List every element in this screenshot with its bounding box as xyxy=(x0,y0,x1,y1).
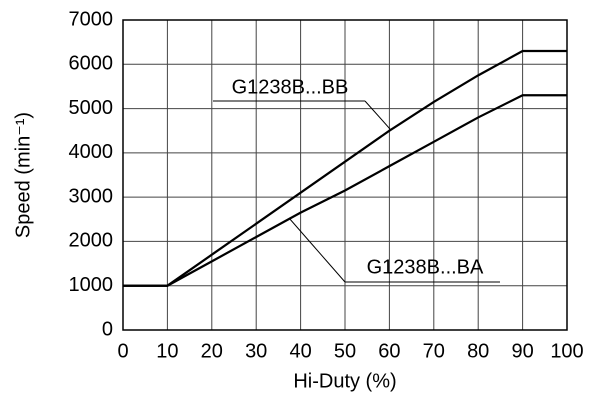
series-line xyxy=(123,49,567,287)
x-tick-label: 70 xyxy=(423,340,445,362)
x-tick-label: 80 xyxy=(467,340,489,362)
y-axis-title: Speed (min⁻¹) xyxy=(12,112,34,238)
plot-frame xyxy=(122,19,568,331)
y-tick-label: 2000 xyxy=(69,230,114,252)
x-tick-label: 90 xyxy=(511,340,533,362)
x-tick-label: 50 xyxy=(334,340,356,362)
y-tick-label: 3000 xyxy=(69,185,114,207)
y-tick-label: 4000 xyxy=(69,141,114,163)
x-tick-label: 100 xyxy=(550,340,583,362)
y-tick-label: 1000 xyxy=(69,274,114,296)
x-tick-label: 60 xyxy=(378,340,400,362)
y-tick-label: 7000 xyxy=(69,8,114,30)
x-tick-label: 10 xyxy=(156,340,178,362)
series-label: G1238B...BA xyxy=(367,256,484,278)
x-tick-label: 40 xyxy=(289,340,311,362)
x-tick-label: 20 xyxy=(201,340,223,362)
x-tick-label: 30 xyxy=(245,340,267,362)
series-label: G1238B...BB xyxy=(232,76,349,98)
y-tick-label: 0 xyxy=(102,318,113,340)
y-tick-label: 5000 xyxy=(69,97,114,119)
leader-line xyxy=(364,100,391,130)
y-tick-label: 6000 xyxy=(69,53,114,75)
x-tick-label: 0 xyxy=(117,340,128,362)
series-line xyxy=(123,94,567,287)
x-axis-title: Hi-Duty (%) xyxy=(293,370,396,392)
leader-line xyxy=(288,217,346,283)
